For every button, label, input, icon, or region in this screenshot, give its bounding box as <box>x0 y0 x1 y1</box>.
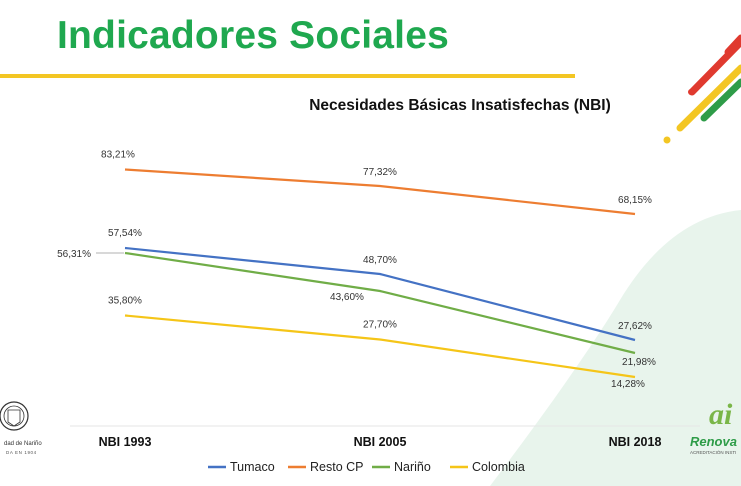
series-line-nariño <box>124 251 636 355</box>
university-seal-logo <box>0 401 29 431</box>
data-label-colombia-2: 27,70% <box>363 320 397 331</box>
data-label-resto-cp-2: 77,32% <box>363 167 397 178</box>
legend: Tumaco Resto CP Nariño Colombia <box>208 460 525 474</box>
data-label-resto-cp-1: 83,21% <box>101 150 135 161</box>
accreditation-logo-mark: ai <box>709 398 733 431</box>
legend-label: Colombia <box>472 460 525 474</box>
title-rule <box>0 74 575 78</box>
x-tick-label-2: NBI 2005 <box>354 435 407 449</box>
slide-title: Indicadores Sociales <box>57 14 450 57</box>
x-tick-label-1: NBI 1993 <box>99 435 152 449</box>
accreditation-logo-word: Renova <box>690 434 737 449</box>
data-label-colombia-3: 14,28% <box>611 379 645 390</box>
data-label-tumaco-2: 48,70% <box>363 255 397 266</box>
data-label-nariño-3: 21,98% <box>622 357 656 368</box>
data-label-resto-cp-3: 68,15% <box>618 195 652 206</box>
legend-item-colombia: Colombia <box>450 460 525 474</box>
data-label-nariño-2: 43,60% <box>330 292 364 303</box>
legend-item-nariño: Nariño <box>372 460 431 474</box>
data-label-tumaco-3: 27,62% <box>618 321 652 332</box>
university-logo-text: dad de Nariño <box>4 441 42 447</box>
legend-label: Nariño <box>394 460 431 474</box>
x-ticks-layer: NBI 1993 NBI 2005 NBI 2018 <box>99 435 662 449</box>
legend-item-tumaco: Tumaco <box>208 460 275 474</box>
series-line-tumaco <box>124 246 636 342</box>
data-label-tumaco-1: 57,54% <box>108 228 142 239</box>
series-line-colombia <box>124 314 636 379</box>
series-layer <box>124 168 636 379</box>
legend-label: Resto CP <box>310 460 364 474</box>
accreditation-logo-subtext: ACREDITACIÓN INSTI <box>690 450 737 455</box>
legend-label: Tumaco <box>230 460 275 474</box>
data-label-nariño-1: 56,31% <box>57 249 91 260</box>
legend-item-resto-cp: Resto CP <box>288 460 364 474</box>
data-label-colombia-1: 35,80% <box>108 296 142 307</box>
university-logo-subtext: DA EN 1904 <box>6 450 37 455</box>
data-labels-layer: 57,54% 48,70% 27,62% 83,21% 77,32% 68,15% 56,3… <box>57 150 656 391</box>
x-tick-label-3: NBI 2018 <box>609 435 662 449</box>
chart-title: Necesidades Básicas Insatisfechas (NBI) <box>309 97 611 114</box>
series-line-resto-cp <box>124 168 636 216</box>
